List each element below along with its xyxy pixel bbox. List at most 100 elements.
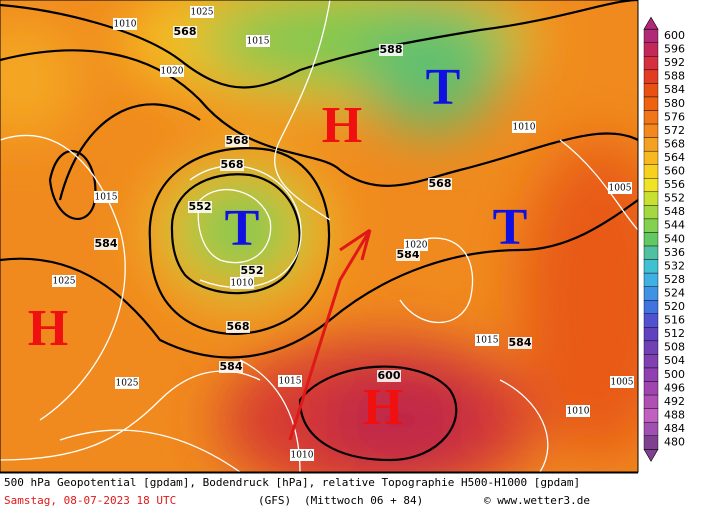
isobar-label: 1015 <box>95 193 118 203</box>
colorbar-label: 588 <box>664 70 685 83</box>
contour-label: 600 <box>378 369 401 382</box>
colorbar-label: 548 <box>664 205 685 218</box>
contour-label: 584 <box>220 360 243 373</box>
contour-label-bg <box>219 361 243 373</box>
colorbar-swatch <box>643 340 659 355</box>
isobar-label: 1010 <box>513 123 536 133</box>
colorbar-swatch <box>643 421 659 436</box>
contour-label-bg <box>173 26 197 38</box>
isobar-label: 1015 <box>247 37 270 47</box>
contour-label-bg <box>220 159 244 171</box>
colorbar-swatch <box>643 381 659 396</box>
isobar-label-bg <box>190 6 214 18</box>
colorbar-label: 596 <box>664 43 685 56</box>
colorbar-label: 528 <box>664 273 685 286</box>
footer-run: (Mittwoch 06 + 84) <box>304 494 423 507</box>
colorbar-label: 592 <box>664 56 685 69</box>
colorbar-label: 556 <box>664 178 685 191</box>
contour-label-bg <box>377 370 401 382</box>
isobar-label-bg <box>608 182 632 194</box>
colorbar-swatch <box>643 218 659 233</box>
high-marker: H <box>363 379 403 436</box>
contour-label-bg <box>226 321 250 333</box>
isobar-label: 1015 <box>279 377 302 387</box>
colorbar-label: 480 <box>664 436 685 449</box>
colorbar-swatch <box>643 327 659 342</box>
footer-model: (GFS) <box>258 494 291 507</box>
isobar-label: 1020 <box>405 241 428 251</box>
isobar-label-bg <box>160 65 184 77</box>
isobar-label-bg <box>610 376 634 388</box>
colorbar-label: 524 <box>664 286 685 299</box>
colorbar-label: 584 <box>664 83 685 96</box>
colorbar-label: 580 <box>664 97 685 110</box>
isobar-label-bg <box>52 275 76 287</box>
contour-label-bg <box>240 265 264 277</box>
isobar-label: 1010 <box>567 407 590 417</box>
contour-label: 552 <box>189 200 212 213</box>
contour-label: 552 <box>241 264 264 277</box>
contour-label-bg <box>94 238 118 250</box>
isobar-label-bg <box>115 377 139 389</box>
isobar-label-bg <box>113 18 137 30</box>
colorbar-label: 504 <box>664 354 685 367</box>
colorbar-swatch <box>643 191 659 206</box>
colorbar-swatch <box>643 300 659 314</box>
contour-label: 568 <box>174 25 197 38</box>
colorbar-swatch <box>643 110 659 125</box>
colorbar-label: 508 <box>664 341 685 354</box>
contour-label: 568 <box>429 177 452 190</box>
colorbar-label: 564 <box>664 151 685 164</box>
colorbar-swatch <box>643 232 659 247</box>
colorbar-arrow-bottom <box>643 448 659 462</box>
colorbar-swatch <box>643 178 659 193</box>
colorbar-swatch <box>643 42 659 57</box>
colorbar-swatch <box>643 123 659 138</box>
isobar-label-bg <box>475 334 499 346</box>
contour-label-bg <box>428 178 452 190</box>
colorbar-swatch <box>643 435 659 450</box>
footer-credit: © www.wetter3.de <box>484 494 590 507</box>
colorbar-label: 536 <box>664 246 685 259</box>
isobar-label: 1025 <box>191 8 214 18</box>
contour-label-bg <box>225 135 249 147</box>
isobar-label: 1010 <box>291 451 314 461</box>
annotation-arrow <box>288 228 372 441</box>
colorbar-swatch <box>643 96 659 111</box>
colorbar-label: 600 <box>664 29 685 42</box>
colorbar-swatch <box>643 272 659 287</box>
colorbar-label: 560 <box>664 165 685 178</box>
isobar-label-bg <box>566 405 590 417</box>
colorbar-label: 568 <box>664 137 685 150</box>
colorbar-swatch <box>643 137 659 152</box>
isobar-label-bg <box>246 35 270 47</box>
colorbar-swatch <box>643 408 659 423</box>
footer-date: Samstag, 08-07-2023 18 UTC <box>4 494 176 507</box>
colorbar-label: 572 <box>664 124 685 137</box>
geopotential-contours <box>0 0 638 462</box>
contour-label: 584 <box>397 248 420 261</box>
high-marker: H <box>28 300 68 357</box>
contour-label-bg <box>188 201 212 213</box>
isobar-label: 1025 <box>116 379 139 389</box>
isobar-label-bg <box>94 191 118 203</box>
isobar-label-bg <box>512 121 536 133</box>
map-area: H H H T T T 552 552 568 568 568 568 584 584 584 584 588 5… <box>0 0 638 472</box>
colorbar-label: 492 <box>664 395 685 408</box>
footer-title: 500 hPa Geopotential [gpdam], Bodendruck… <box>4 476 580 489</box>
contour-label: 568 <box>221 158 244 171</box>
isobar-label-bg <box>404 239 428 251</box>
colorbar-swatch <box>643 367 659 382</box>
colorbar-swatch <box>643 150 659 165</box>
colorbar-label: 520 <box>664 300 685 313</box>
colorbar-label: 496 <box>664 381 685 394</box>
contour-label: 588 <box>380 43 403 56</box>
contour-label-bg <box>379 44 403 56</box>
colorbar-swatch <box>643 205 659 220</box>
isobar-label: 1025 <box>53 277 76 287</box>
colorbar-label: 576 <box>664 110 685 123</box>
map-frame <box>0 0 639 473</box>
isobar-label: 1005 <box>611 378 634 388</box>
